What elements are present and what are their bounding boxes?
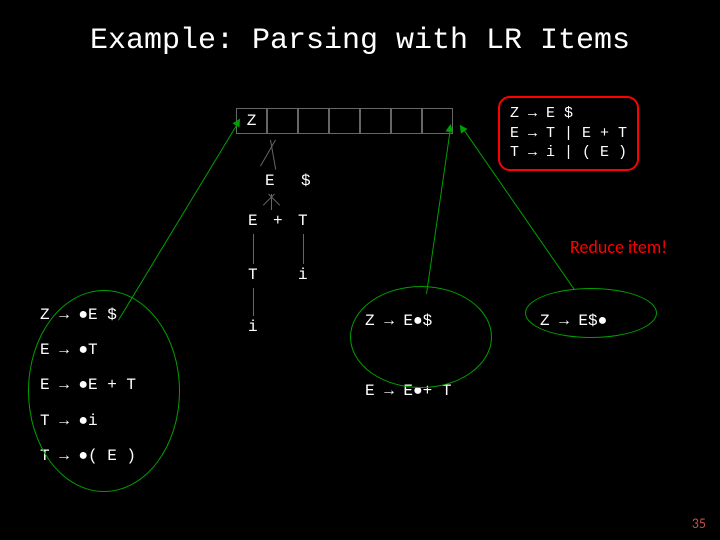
tree-node-E2: E	[248, 212, 258, 230]
lr-items-mid: Z → E●$ E → E●+ T	[365, 304, 451, 410]
slide-title: Example: Parsing with LR Items	[0, 24, 720, 58]
lr-items-left: Z → ●E $ E → ●T E → ●E + T T → ●i T → ●(…	[40, 298, 136, 474]
tree-edge	[303, 234, 304, 264]
grammar-box: Z → E $ E → T | E + T T → i | ( E )	[498, 96, 639, 171]
tree-edge	[268, 194, 280, 206]
stack-row: Z	[236, 108, 453, 134]
tree-node-E1: E	[265, 172, 275, 190]
arrow-head	[445, 123, 454, 132]
tree-node-T1: T	[298, 212, 308, 230]
lr-items-right: Z → E$●	[540, 304, 607, 339]
stack-cell	[298, 108, 329, 134]
tree-node-T2: T	[248, 266, 258, 284]
tree-node-i2: i	[248, 318, 258, 336]
page-number: 35	[692, 515, 706, 532]
tree-node-i1: i	[298, 266, 308, 284]
stack-cell	[360, 108, 391, 134]
tree-node-plus: +	[273, 212, 283, 230]
tree-edge	[253, 288, 254, 316]
arrow-line	[426, 128, 451, 294]
stack-cell	[329, 108, 360, 134]
stack-cell	[391, 108, 422, 134]
tree-node-dol: $	[301, 172, 311, 190]
reduce-annotation: Reduce item!	[570, 236, 667, 258]
arrow-line	[118, 122, 239, 321]
stack-cell	[267, 108, 298, 134]
tree-edge	[253, 234, 254, 264]
